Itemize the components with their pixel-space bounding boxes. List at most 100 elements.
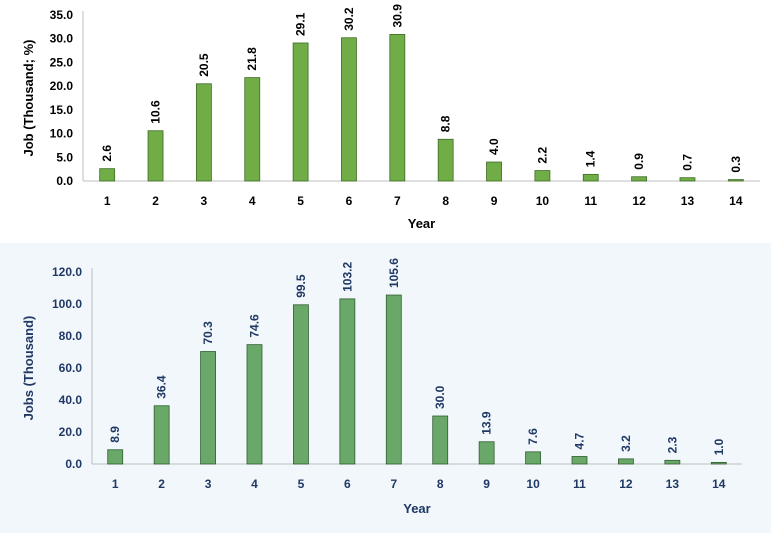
x-tick-label: 4	[249, 194, 256, 208]
y-tick-label: 0.0	[65, 457, 82, 471]
x-tick-label: 5	[298, 477, 305, 491]
bar-year-12	[631, 176, 648, 182]
data-label: 103.2	[340, 262, 354, 292]
y-tick-label: 25.0	[50, 55, 74, 69]
x-tick-label: 14	[729, 194, 743, 208]
bar-year-10	[534, 170, 551, 182]
data-label: 2.2	[535, 147, 549, 164]
bar-year-11	[582, 173, 599, 182]
x-tick-label: 5	[297, 194, 304, 208]
bar-year-14	[727, 179, 744, 182]
bar-year-6	[341, 37, 357, 182]
x-axis-title: Year	[403, 501, 430, 516]
y-tick-label: 15.0	[50, 103, 74, 117]
chart-panel-bottom: 0.0 20.0 40.0 60.0 80.0 100.0 120.0 8.9 1 36.4 2 70…	[0, 243, 771, 533]
x-tick-label: 6	[344, 477, 351, 491]
y-tick-label: 10.0	[50, 127, 74, 141]
bar-year-4	[246, 344, 263, 465]
bar-year-1	[99, 168, 116, 182]
y-tick-label: 20.0	[59, 425, 83, 439]
bar-year-2	[147, 130, 164, 182]
y-tick-label: 35.0	[50, 8, 74, 22]
data-label: 4.7	[573, 432, 587, 449]
bar-year-14	[710, 461, 727, 465]
y-tick-label: 30.0	[50, 32, 74, 46]
bar-year-6	[339, 298, 356, 465]
x-tick-label: 13	[666, 477, 680, 491]
bar-year-9	[486, 161, 502, 182]
x-axis-title: Year	[408, 216, 435, 231]
x-tick-label: 7	[390, 477, 397, 491]
x-tick-label: 12	[632, 194, 646, 208]
data-label: 0.9	[632, 153, 646, 170]
bar-year-2	[153, 405, 170, 465]
x-tick-label: 3	[205, 477, 212, 491]
y-tick-label: 40.0	[59, 393, 83, 407]
x-tick-label: 9	[483, 477, 490, 491]
data-label: 4.0	[487, 138, 501, 155]
x-tick-label: 1	[104, 194, 111, 208]
data-label: 1.0	[712, 438, 726, 455]
data-label: 70.3	[201, 321, 215, 345]
data-label: 30.9	[390, 4, 404, 28]
data-label: 8.9	[108, 426, 122, 443]
bar-year-7	[385, 294, 402, 465]
y-tick-label: 0.0	[56, 174, 73, 188]
y-axis-title: Jobs (Thousand)	[21, 316, 36, 421]
x-tick-label: 7	[394, 194, 401, 208]
x-tick-label: 10	[536, 194, 550, 208]
x-tick-label: 4	[251, 477, 258, 491]
y-tick-label: 5.0	[56, 150, 73, 164]
data-label: 29.1	[294, 12, 308, 36]
y-tick-label: 20.0	[50, 79, 74, 93]
data-label: 74.6	[248, 314, 262, 338]
data-label: 10.6	[149, 100, 163, 124]
bar-year-11	[571, 456, 588, 465]
x-tick-label: 9	[491, 194, 498, 208]
x-tick-label: 2	[158, 477, 165, 491]
x-tick-label: 11	[584, 194, 597, 208]
x-tick-label: 1	[112, 477, 119, 491]
x-tick-label: 6	[346, 194, 353, 208]
data-label: 0.3	[729, 156, 743, 173]
x-tick-label: 13	[681, 194, 695, 208]
data-label: 13.9	[480, 411, 494, 435]
y-axis-title: Job (Thousand; %)	[21, 40, 36, 157]
data-label: 105.6	[387, 258, 401, 288]
bar-year-4	[244, 77, 261, 182]
chart-panel-top: 0.0 5.0 10.0 15.0 20.0 25.0 30.0 35.0 2.6 1 10.6 2 2…	[0, 0, 771, 243]
bar-year-1	[107, 449, 124, 465]
x-tick-label: 12	[619, 477, 633, 491]
data-label: 21.8	[245, 47, 259, 71]
data-label: 2.6	[100, 145, 114, 162]
bar-year-13	[679, 177, 696, 182]
data-label: 36.4	[155, 375, 169, 399]
bar-year-5	[293, 304, 309, 465]
x-tick-label: 8	[442, 194, 449, 208]
data-label: 3.2	[619, 435, 633, 452]
bar-year-13	[664, 459, 681, 465]
data-label: 1.4	[584, 150, 598, 167]
bar-year-9	[478, 441, 495, 465]
y-tick-label: 60.0	[59, 361, 83, 375]
data-label: 7.6	[526, 428, 540, 445]
y-tick-label: 100.0	[52, 297, 82, 311]
data-label: 99.5	[294, 274, 308, 298]
bar-year-12	[618, 458, 634, 465]
x-tick-label: 8	[437, 477, 444, 491]
data-label: 0.7	[680, 154, 694, 171]
bar-year-8	[437, 138, 454, 182]
bar-year-3	[195, 83, 212, 182]
data-label: 30.0	[433, 385, 447, 409]
bar-year-8	[432, 415, 449, 465]
x-tick-label: 10	[526, 477, 540, 491]
bar-chart-jobs-thousand: 0.0 20.0 40.0 60.0 80.0 100.0 120.0 8.9 1 36.4 2 70…	[21, 258, 742, 516]
data-label: 2.3	[665, 436, 679, 453]
data-label: 20.5	[197, 53, 211, 77]
data-label: 30.2	[342, 7, 356, 31]
y-tick-label: 120.0	[52, 265, 82, 279]
x-tick-label: 2	[152, 194, 159, 208]
bar-chart-job-percent: 0.0 5.0 10.0 15.0 20.0 25.0 30.0 35.0 2.6 1 10.6 2 2…	[21, 4, 760, 231]
bar-year-10	[525, 451, 541, 465]
y-tick-label: 80.0	[59, 329, 83, 343]
